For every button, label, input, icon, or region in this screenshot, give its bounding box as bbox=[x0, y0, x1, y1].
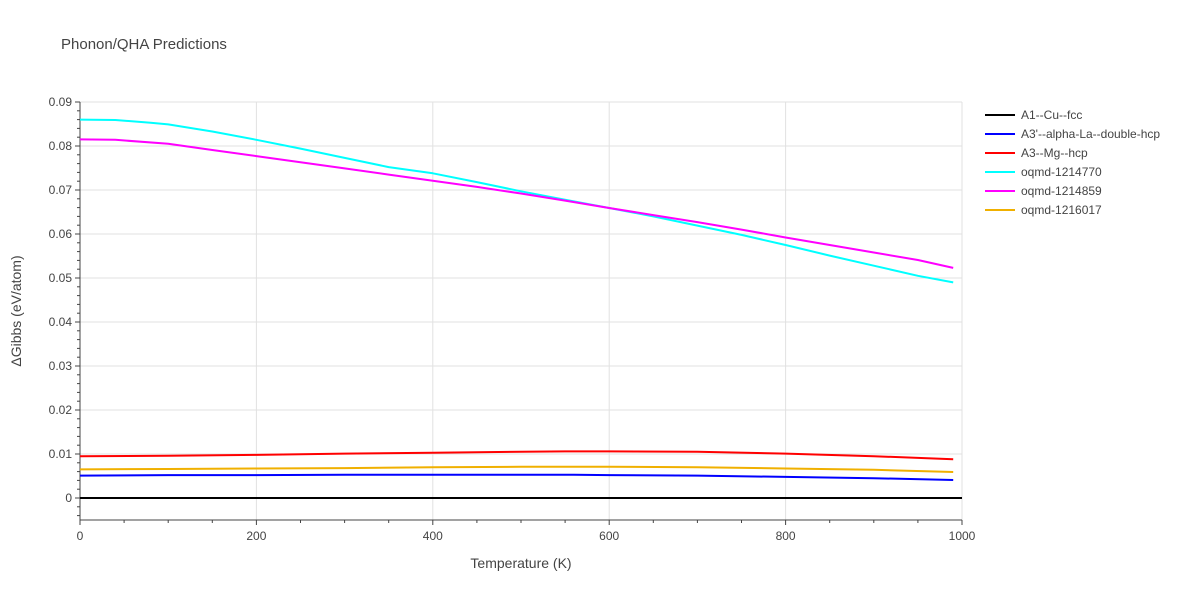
x-tick-label: 0 bbox=[77, 529, 84, 543]
x-tick-label: 800 bbox=[776, 529, 796, 543]
series-line bbox=[79, 138, 954, 269]
y-tick-label: 0.07 bbox=[49, 183, 73, 197]
y-tick-label: 0.03 bbox=[49, 359, 73, 373]
legend-label: A3'--alpha-La--double-hcp bbox=[1021, 126, 1161, 141]
legend: A1--Cu--fcc A3'--alpha-La--double-hcp A3--… bbox=[985, 105, 1160, 219]
x-axis-title: Temperature (K) bbox=[470, 555, 571, 571]
legend-swatch bbox=[985, 151, 1015, 154]
legend-item[interactable]: oqmd-1214859 bbox=[985, 181, 1160, 200]
legend-label: A3--Mg--hcp bbox=[1021, 145, 1088, 160]
x-tick-label: 400 bbox=[423, 529, 443, 543]
y-tick-label: 0.04 bbox=[49, 315, 73, 329]
y-tick-label: 0.06 bbox=[49, 227, 73, 241]
legend-item[interactable]: oqmd-1216017 bbox=[985, 200, 1160, 219]
x-tick-label: 1000 bbox=[949, 529, 976, 543]
series-line bbox=[79, 118, 954, 284]
series-line bbox=[79, 450, 954, 461]
legend-item[interactable]: A3'--alpha-La--double-hcp bbox=[985, 124, 1160, 143]
series-line bbox=[79, 465, 954, 473]
y-tick-label: 0.02 bbox=[49, 403, 73, 417]
legend-label: A1--Cu--fcc bbox=[1021, 107, 1083, 122]
y-tick-label: 0.08 bbox=[49, 139, 73, 153]
legend-swatch bbox=[985, 132, 1015, 135]
legend-swatch bbox=[985, 170, 1015, 173]
legend-item[interactable]: oqmd-1214770 bbox=[985, 162, 1160, 181]
y-axis-title: ΔGibbs (eV/atom) bbox=[8, 255, 24, 366]
chart-title: Phonon/QHA Predictions bbox=[61, 36, 227, 53]
legend-label: oqmd-1214859 bbox=[1021, 183, 1102, 198]
y-tick-label: 0 bbox=[65, 491, 72, 505]
legend-item[interactable]: A1--Cu--fcc bbox=[985, 105, 1160, 124]
x-tick-label: 600 bbox=[599, 529, 619, 543]
y-tick-label: 0.01 bbox=[49, 447, 73, 461]
legend-swatch bbox=[985, 208, 1015, 211]
legend-label: oqmd-1216017 bbox=[1021, 202, 1102, 217]
series-line bbox=[79, 473, 954, 481]
legend-swatch bbox=[985, 113, 1015, 116]
legend-label: oqmd-1214770 bbox=[1021, 164, 1102, 179]
legend-item[interactable]: A3--Mg--hcp bbox=[985, 143, 1160, 162]
x-tick-label: 200 bbox=[246, 529, 266, 543]
legend-swatch bbox=[985, 189, 1015, 192]
y-tick-label: 0.05 bbox=[49, 271, 73, 285]
y-tick-label: 0.09 bbox=[49, 95, 73, 109]
